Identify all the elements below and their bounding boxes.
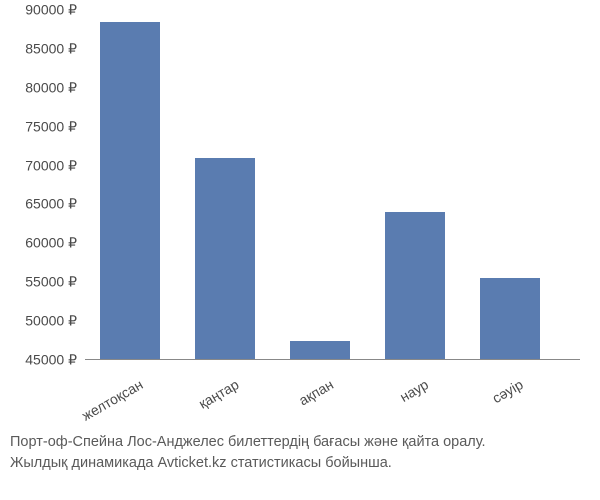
x-tick-label: ақпан bbox=[296, 376, 336, 408]
y-axis: 90000 ₽85000 ₽80000 ₽75000 ₽70000 ₽65000… bbox=[0, 10, 85, 360]
caption-line-2: Жылдық динамикада Avticket.kz статистика… bbox=[10, 453, 486, 475]
y-tick-label: 65000 ₽ bbox=[25, 196, 77, 213]
y-tick-label: 60000 ₽ bbox=[25, 235, 77, 252]
y-tick-label: 70000 ₽ bbox=[25, 157, 77, 174]
caption-line-1: Порт-оф-Спейна Лос-Анджелес билеттердің … bbox=[10, 432, 486, 454]
bar bbox=[480, 278, 540, 360]
baseline bbox=[85, 359, 580, 360]
x-axis-labels: желтоқсанқаңтарақпаннаурсәуір bbox=[85, 365, 580, 425]
bar bbox=[100, 22, 160, 360]
plot-area bbox=[85, 10, 580, 360]
y-tick-label: 80000 ₽ bbox=[25, 79, 77, 96]
y-tick-label: 90000 ₽ bbox=[25, 2, 77, 19]
x-tick-label: наур bbox=[397, 376, 431, 405]
price-chart: 90000 ₽85000 ₽80000 ₽75000 ₽70000 ₽65000… bbox=[0, 10, 600, 410]
y-tick-label: 75000 ₽ bbox=[25, 118, 77, 135]
x-tick-label: сәуір bbox=[490, 376, 526, 406]
x-tick-label: қаңтар bbox=[195, 376, 241, 412]
x-tick-label: желтоқсан bbox=[80, 376, 146, 424]
y-tick-label: 85000 ₽ bbox=[25, 40, 77, 57]
bar bbox=[195, 158, 255, 360]
bars-group bbox=[85, 10, 580, 360]
bar bbox=[385, 212, 445, 360]
y-tick-label: 55000 ₽ bbox=[25, 274, 77, 291]
chart-caption: Порт-оф-Спейна Лос-Анджелес билеттердің … bbox=[10, 432, 486, 476]
bar bbox=[290, 341, 350, 360]
y-tick-label: 45000 ₽ bbox=[25, 352, 77, 369]
y-tick-label: 50000 ₽ bbox=[25, 313, 77, 330]
